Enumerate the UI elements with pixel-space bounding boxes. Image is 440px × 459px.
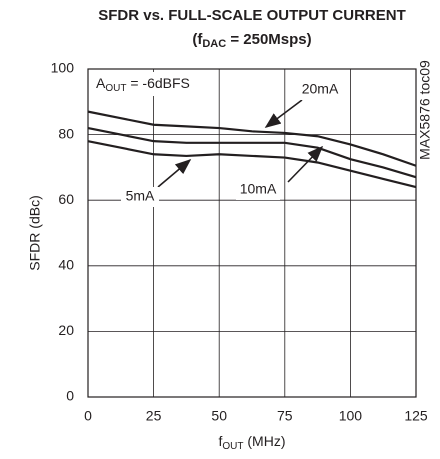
label-arrow <box>264 99 303 128</box>
y-tick-label: 0 <box>66 388 74 404</box>
label-arrow <box>157 158 192 188</box>
series-label: 10mA <box>240 181 277 197</box>
x-tick-label: 50 <box>211 408 227 424</box>
annotation-part: = -6dBFS <box>126 75 189 91</box>
series-line <box>87 110 417 167</box>
y-tick-label: 100 <box>51 60 75 76</box>
annotation-part: OUT <box>105 83 126 94</box>
x-tick-label: 0 <box>84 408 92 424</box>
label-arrow <box>287 145 324 183</box>
x-tick-label: 25 <box>146 408 162 424</box>
x-tick-label: 100 <box>339 408 363 424</box>
label-bg <box>121 187 159 207</box>
series-line <box>87 140 417 189</box>
label-bg <box>298 80 342 100</box>
y-tick-label: 80 <box>58 125 74 141</box>
y-tick-label: 20 <box>58 322 74 338</box>
y-tick-label: 60 <box>58 191 74 207</box>
side-label: MAX5876 toc09 <box>417 60 433 160</box>
plot-border <box>87 68 417 398</box>
x-tick-label: 75 <box>277 408 293 424</box>
y-axis-label: SFDR (dBc) <box>27 195 43 270</box>
series-label: 20mA <box>302 81 339 97</box>
chart-title: SFDR vs. FULL-SCALE OUTPUT CURRENT <box>98 7 406 24</box>
x-tick-label: 125 <box>404 408 428 424</box>
annotation-bg <box>91 72 209 96</box>
series-label: 5mA <box>126 188 155 204</box>
label-bg <box>236 180 280 200</box>
annotation: AOUT = -6dBFS <box>96 75 190 94</box>
annotation-part: A <box>96 75 106 91</box>
chart-subtitle: (fDAC = 250Msps) <box>192 31 311 50</box>
series-line <box>87 126 417 179</box>
x-axis-label: fOUT (MHz) <box>219 433 286 452</box>
y-tick-label: 40 <box>58 257 74 273</box>
